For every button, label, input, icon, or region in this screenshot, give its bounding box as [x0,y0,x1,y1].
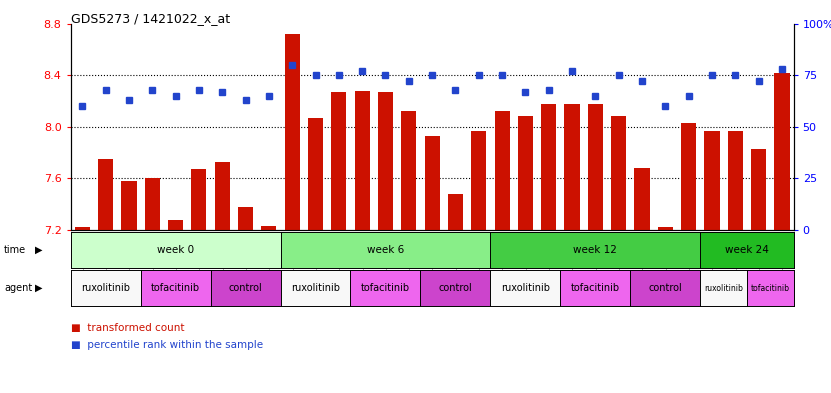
Bar [611,116,627,230]
Text: ruxolitinib: ruxolitinib [501,283,550,293]
Bar [518,116,533,230]
Bar [168,220,183,230]
Bar [634,168,650,230]
Text: week 6: week 6 [366,245,404,255]
Bar [145,178,160,230]
Bar [308,118,323,230]
Bar [448,194,463,230]
Bar [98,159,113,230]
Text: agent: agent [4,283,32,293]
Text: GDS5273 / 1421022_x_at: GDS5273 / 1421022_x_at [71,12,229,25]
Text: tofacitinib: tofacitinib [361,283,410,293]
Bar [284,34,300,230]
Text: ■  percentile rank within the sample: ■ percentile rank within the sample [71,340,263,351]
Bar [332,92,347,230]
Text: control: control [439,283,472,293]
Text: ■  transformed count: ■ transformed count [71,323,184,333]
Text: ruxolitinib: ruxolitinib [704,284,743,292]
Bar [121,181,136,230]
Bar [751,149,766,230]
Bar [728,130,743,230]
Bar [588,103,603,230]
Bar [774,73,789,230]
Text: week 0: week 0 [157,245,194,255]
Bar [75,227,90,230]
Bar [401,111,416,230]
Bar [261,226,277,230]
Bar [471,130,486,230]
Bar [355,91,370,230]
Text: tofacitinib: tofacitinib [571,283,620,293]
Text: time: time [4,245,27,255]
Bar [425,136,440,230]
Text: control: control [229,283,263,293]
Text: ruxolitinib: ruxolitinib [81,283,130,293]
Bar [564,103,580,230]
Text: ruxolitinib: ruxolitinib [291,283,340,293]
Text: ▶: ▶ [35,245,42,255]
Text: tofacitinib: tofacitinib [151,283,200,293]
Bar [378,92,393,230]
Bar [658,227,673,230]
Bar [705,130,720,230]
Bar [191,169,206,230]
Bar [494,111,509,230]
Bar [238,207,253,230]
Text: control: control [648,283,682,293]
Bar [541,103,556,230]
Bar [681,123,696,230]
Text: tofacitinib: tofacitinib [750,284,789,292]
Text: week 24: week 24 [725,245,769,255]
Bar [214,162,230,230]
Text: week 12: week 12 [573,245,617,255]
Text: ▶: ▶ [35,283,42,293]
